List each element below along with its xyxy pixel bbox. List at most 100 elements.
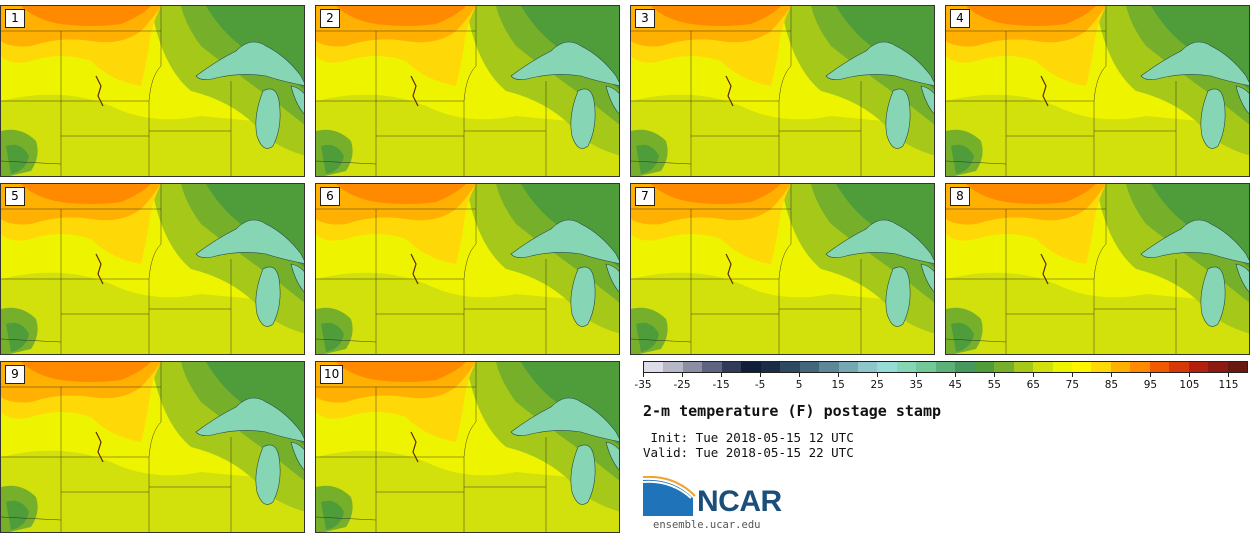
colorbar-tick-label: 105 (1179, 379, 1200, 391)
temperature-field (631, 184, 934, 354)
member-label: 1 (5, 9, 25, 28)
colorbar-segment (1052, 362, 1072, 372)
colorbar-segment (974, 362, 995, 372)
colorbar-tick-label: 55 (987, 379, 1001, 391)
member-label: 9 (5, 365, 25, 384)
init-time: Init: Tue 2018-05-15 12 UTC (643, 430, 854, 445)
colorbar-tick (799, 373, 801, 377)
colorbar-tick (877, 373, 879, 377)
colorbar-tick-label: -25 (673, 379, 691, 391)
colorbar-tick (955, 373, 957, 377)
colorbar-tick-labels: -35 -25 -15 -5 5 15 25 35 45 55 65 75 85 95 105 115 (634, 373, 1248, 395)
member-label: 10 (320, 365, 344, 384)
colorbar-tick (994, 373, 996, 377)
member-label: 7 (635, 187, 655, 206)
colorbar-segment (916, 362, 936, 372)
member-label: 3 (635, 9, 655, 28)
colorbar-tick-label: 5 (795, 379, 803, 391)
colorbar-segment (1110, 362, 1131, 372)
ensemble-member-map: 2 (315, 5, 620, 177)
member-label: 8 (950, 187, 970, 206)
ensemble-url: ensemble.ucar.edu (653, 519, 761, 531)
colorbar-tick (1033, 373, 1035, 377)
colorbar-tick (643, 373, 644, 377)
colorbar-tick (760, 373, 762, 377)
member-label: 6 (320, 187, 340, 206)
colorbar-segment (1227, 362, 1248, 372)
colorbar-tick-label: -35 (634, 379, 652, 391)
colorbar-tick (916, 373, 918, 377)
colorbar-tick (1189, 373, 1191, 377)
colorbar-tick-label: 65 (1026, 379, 1040, 391)
ensemble-member-map: 9 (0, 361, 305, 533)
colorbar-segment (644, 362, 664, 372)
ensemble-member-map: 1 (0, 5, 305, 177)
colorbar-tick (1111, 373, 1113, 377)
colorbar-segment (896, 362, 917, 372)
colorbar-segment (721, 362, 742, 372)
ensemble-member-map: 8 (945, 183, 1250, 355)
colorbar-tick (1150, 373, 1152, 377)
colorbar-segment (1013, 362, 1034, 372)
temperature-field (946, 184, 1249, 354)
temperature-field (946, 6, 1249, 176)
temperature-field (316, 6, 619, 176)
temperature-colorbar (643, 361, 1248, 373)
ensemble-member-map: 7 (630, 183, 935, 355)
colorbar-segment (760, 362, 781, 372)
colorbar-tick-label: 45 (948, 379, 962, 391)
colorbar-segment (780, 362, 800, 372)
colorbar-segment (819, 362, 839, 372)
colorbar-segment (994, 362, 1014, 372)
colorbar-tick-label: 95 (1143, 379, 1158, 391)
member-label: 4 (950, 9, 970, 28)
colorbar-segment (702, 362, 722, 372)
colorbar-tick (838, 373, 840, 377)
colorbar-segment (838, 362, 858, 372)
colorbar-segment (877, 362, 897, 372)
colorbar-tick (1228, 373, 1230, 377)
valid-time: Valid: Tue 2018-05-15 22 UTC (643, 445, 854, 460)
colorbar-tick-label: 75 (1065, 379, 1080, 391)
temperature-field (631, 6, 934, 176)
temperature-field (316, 184, 619, 354)
colorbar-segment (1208, 362, 1228, 372)
colorbar-tick-label: 85 (1104, 379, 1119, 391)
ensemble-member-map: 3 (630, 5, 935, 177)
ensemble-member-map: 4 (945, 5, 1250, 177)
colorbar-segment (1071, 362, 1092, 372)
figure-title: 2-m temperature (F) postage stamp (643, 402, 942, 420)
member-label: 2 (320, 9, 340, 28)
colorbar-segment (799, 362, 820, 372)
temperature-field (1, 6, 304, 176)
colorbar-segment (1033, 362, 1053, 372)
colorbar-segment (1091, 362, 1111, 372)
temperature-field (316, 362, 619, 532)
colorbar-segment (1169, 362, 1189, 372)
colorbar-segment (955, 362, 975, 372)
colorbar-tick-label: -5 (754, 379, 766, 391)
ensemble-member-map: 6 (315, 183, 620, 355)
colorbar-tick-label: 115 (1218, 379, 1239, 391)
colorbar-segment (741, 362, 761, 372)
colorbar-segment (682, 362, 703, 372)
temperature-field (1, 184, 304, 354)
ncar-logo-icon (643, 476, 696, 516)
colorbar-segment (935, 362, 956, 372)
colorbar-segment (1149, 362, 1170, 372)
colorbar-tick (682, 373, 684, 377)
colorbar-tick (721, 373, 723, 377)
colorbar-segment (663, 362, 683, 372)
colorbar-tick-label: 15 (831, 379, 845, 391)
ensemble-member-map: 10 (315, 361, 620, 533)
colorbar-segment (857, 362, 878, 372)
colorbar-tick-label: -15 (712, 379, 730, 391)
ensemble-member-map: 5 (0, 183, 305, 355)
temperature-field (1, 362, 304, 532)
colorbar-tick-label: 25 (870, 379, 884, 391)
colorbar-tick (1072, 373, 1074, 377)
colorbar-tick-label: 35 (909, 379, 923, 391)
ncar-logo-text: NCAR (697, 485, 782, 518)
colorbar-segment (1130, 362, 1150, 372)
member-label: 5 (5, 187, 25, 206)
